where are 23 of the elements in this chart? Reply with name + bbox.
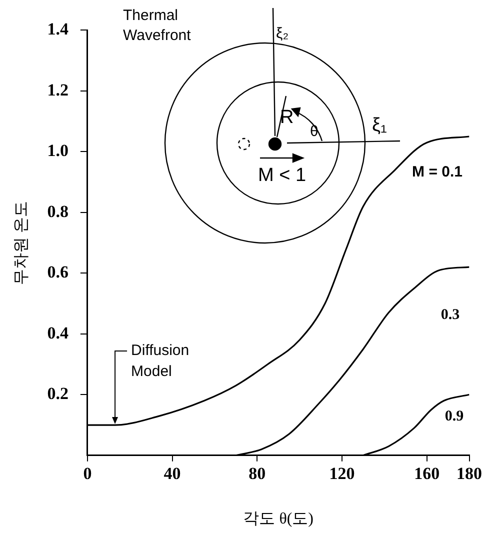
text: 0.3 xyxy=(440,306,460,323)
y-tick-label: 0.2 xyxy=(47,384,68,404)
y-tick-label: 1.0 xyxy=(47,141,68,160)
annotation: ξ₂ xyxy=(276,25,289,42)
annotation: ξ₁ xyxy=(372,114,387,136)
series-label: M = 0.1 xyxy=(412,164,462,181)
x-tick-label: 160 xyxy=(414,464,440,483)
x-tick-label: 120 xyxy=(329,464,355,483)
annotation: Thermal Wavefront xyxy=(123,7,192,44)
annotation: M < 1 xyxy=(258,164,306,186)
y-tick-label: 0.6 xyxy=(47,262,68,282)
x-tick-label: 180 xyxy=(456,464,482,483)
series-label: 0.9 xyxy=(444,408,464,425)
y-tick-label: 1.4 xyxy=(47,20,69,39)
y-tick-label: 1.2 xyxy=(47,80,68,100)
x-tick-label: 0 xyxy=(83,464,92,483)
annotation: Diffusion Model xyxy=(131,342,190,380)
y-axis-title: 무차원 온도 xyxy=(12,200,30,285)
x-axis-title: 각도 θ(도) xyxy=(243,510,314,528)
x-tick-label: 40 xyxy=(164,464,181,483)
x-tick-label: 80 xyxy=(248,464,266,483)
y-tick-label: 0.8 xyxy=(47,202,68,221)
y-tick-label: 0.4 xyxy=(47,323,69,342)
